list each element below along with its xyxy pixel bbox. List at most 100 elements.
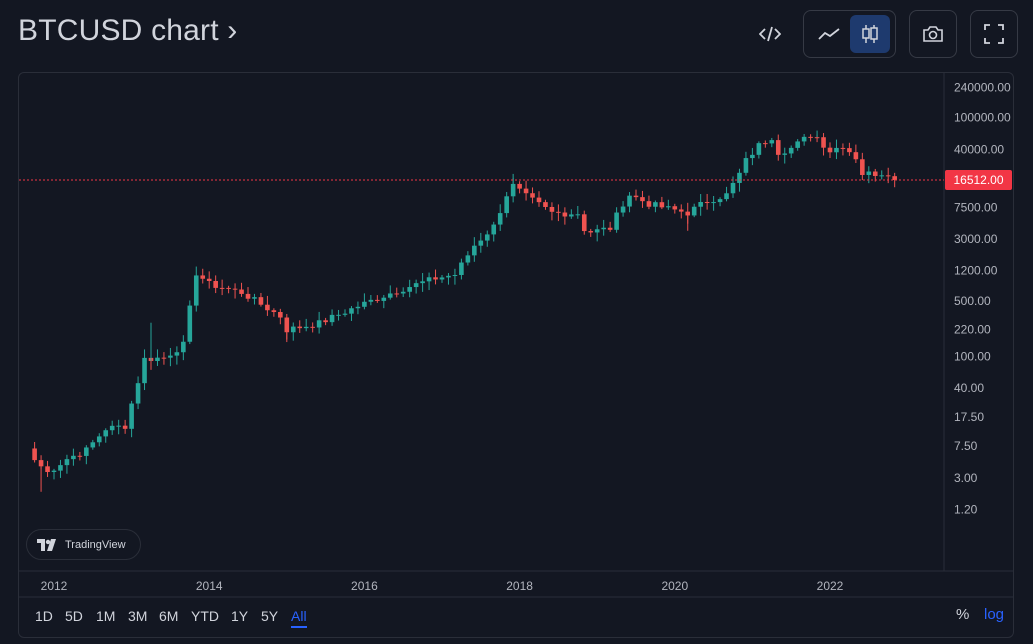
candle-body <box>879 175 885 177</box>
candles-icon <box>862 25 878 43</box>
price-tick-label: 7.50 <box>954 439 978 453</box>
candle-body <box>562 212 568 217</box>
candle-body <box>258 297 264 305</box>
candle-body <box>782 153 788 155</box>
candle-body <box>297 326 303 329</box>
candle-body <box>109 425 115 431</box>
candle-body <box>743 158 749 173</box>
page-title[interactable]: BTCUSD chart › <box>18 14 238 47</box>
candle-body <box>724 193 729 200</box>
candle-body <box>336 314 341 316</box>
range-3m-button[interactable]: 3M <box>128 608 148 624</box>
candle-body <box>834 147 839 153</box>
candle-body <box>549 206 555 212</box>
chart-pane[interactable] <box>18 72 1014 638</box>
tradingview-watermark[interactable]: TradingView <box>26 529 141 560</box>
candle-body <box>168 355 173 358</box>
candles-style-button[interactable] <box>850 15 891 53</box>
candle-body <box>200 275 206 279</box>
candle-body <box>543 202 548 207</box>
range-1y-button[interactable]: 1Y <box>231 608 249 624</box>
candle-body <box>866 171 872 175</box>
line-chart-icon <box>818 28 840 40</box>
time-tick-label: 2012 <box>41 579 68 593</box>
candle-body <box>536 197 542 203</box>
candle-body <box>155 357 160 362</box>
candle-body <box>368 299 374 302</box>
candle-body <box>814 137 820 139</box>
price-tick-label: 3.00 <box>954 471 978 485</box>
candle-body <box>510 183 516 197</box>
embed-code-button[interactable] <box>748 10 792 58</box>
time-tick-label: 2014 <box>196 579 223 593</box>
candle-body <box>122 425 128 429</box>
fullscreen-button[interactable] <box>970 10 1018 58</box>
range-1m-button[interactable]: 1M <box>96 608 116 624</box>
candle-body <box>672 206 678 210</box>
candle-body <box>129 403 134 429</box>
candle-body <box>71 455 76 460</box>
candle-body <box>769 140 775 144</box>
price-tick-label: 17.50 <box>954 410 984 424</box>
price-tick-label: 220.00 <box>954 322 991 336</box>
candle-body <box>569 214 574 217</box>
candle-body <box>362 301 367 307</box>
candle-body <box>659 202 665 208</box>
candle-body <box>484 234 490 241</box>
candle-body <box>213 280 218 288</box>
candle-body <box>472 245 477 256</box>
range-5y-button[interactable]: 5Y <box>261 608 279 624</box>
percent-scale-button[interactable]: % <box>956 606 970 623</box>
price-tick-label: 40.00 <box>954 381 984 395</box>
candle-body <box>426 277 432 282</box>
candle-body <box>840 147 846 149</box>
candle-body <box>607 227 613 230</box>
candle-body <box>219 287 225 289</box>
candle-body <box>439 277 445 280</box>
candle-body <box>342 313 348 315</box>
candle-body <box>232 288 238 290</box>
price-tick-label: 7500.00 <box>954 200 998 214</box>
candle-body <box>290 326 296 333</box>
range-1d-button[interactable]: 1D <box>35 608 53 624</box>
line-style-button[interactable] <box>809 15 849 53</box>
candle-body <box>685 211 691 216</box>
candle-body <box>653 202 658 207</box>
range-all-button[interactable]: All <box>291 606 307 628</box>
price-tick-label: 40000.00 <box>954 142 1004 156</box>
price-tick-label: 1200.00 <box>954 264 998 278</box>
time-tick-label: 2022 <box>817 579 844 593</box>
tradingview-logo-icon <box>37 538 56 551</box>
time-axis[interactable]: 2012 2014 2016 2018 2020 2022 <box>41 579 844 593</box>
log-scale-button[interactable]: log <box>984 606 1005 623</box>
candle-body <box>206 278 212 281</box>
candle-body <box>64 459 70 466</box>
candle-body <box>730 182 736 194</box>
candle-body <box>478 240 484 246</box>
price-tick-label: 500.00 <box>954 294 991 308</box>
candle-body <box>252 297 257 299</box>
range-ytd-button[interactable]: YTD <box>191 608 219 624</box>
candle-body <box>491 224 497 235</box>
candle-body <box>265 304 270 311</box>
candle-body <box>821 137 826 148</box>
candle-body <box>413 283 419 288</box>
camera-icon <box>923 26 943 42</box>
watermark-label: TradingView <box>65 538 126 551</box>
price-axis[interactable]: 240000.00 100000.00 40000.00 7500.00 3000.00… <box>954 80 1011 516</box>
range-5d-button[interactable]: 5D <box>65 608 83 624</box>
candle-body <box>284 317 290 333</box>
candle-body <box>581 214 587 232</box>
snapshot-button[interactable] <box>909 10 957 58</box>
candle-body <box>847 148 852 153</box>
candle-body <box>885 175 891 177</box>
range-6m-button[interactable]: 6M <box>159 608 179 624</box>
candle-body <box>530 193 535 198</box>
candle-body <box>310 326 315 328</box>
candle-body <box>271 310 277 313</box>
price-tick-label: 1.20 <box>954 502 978 516</box>
candle-body <box>58 465 63 471</box>
candle-body <box>420 281 425 284</box>
candle-body <box>594 229 600 233</box>
